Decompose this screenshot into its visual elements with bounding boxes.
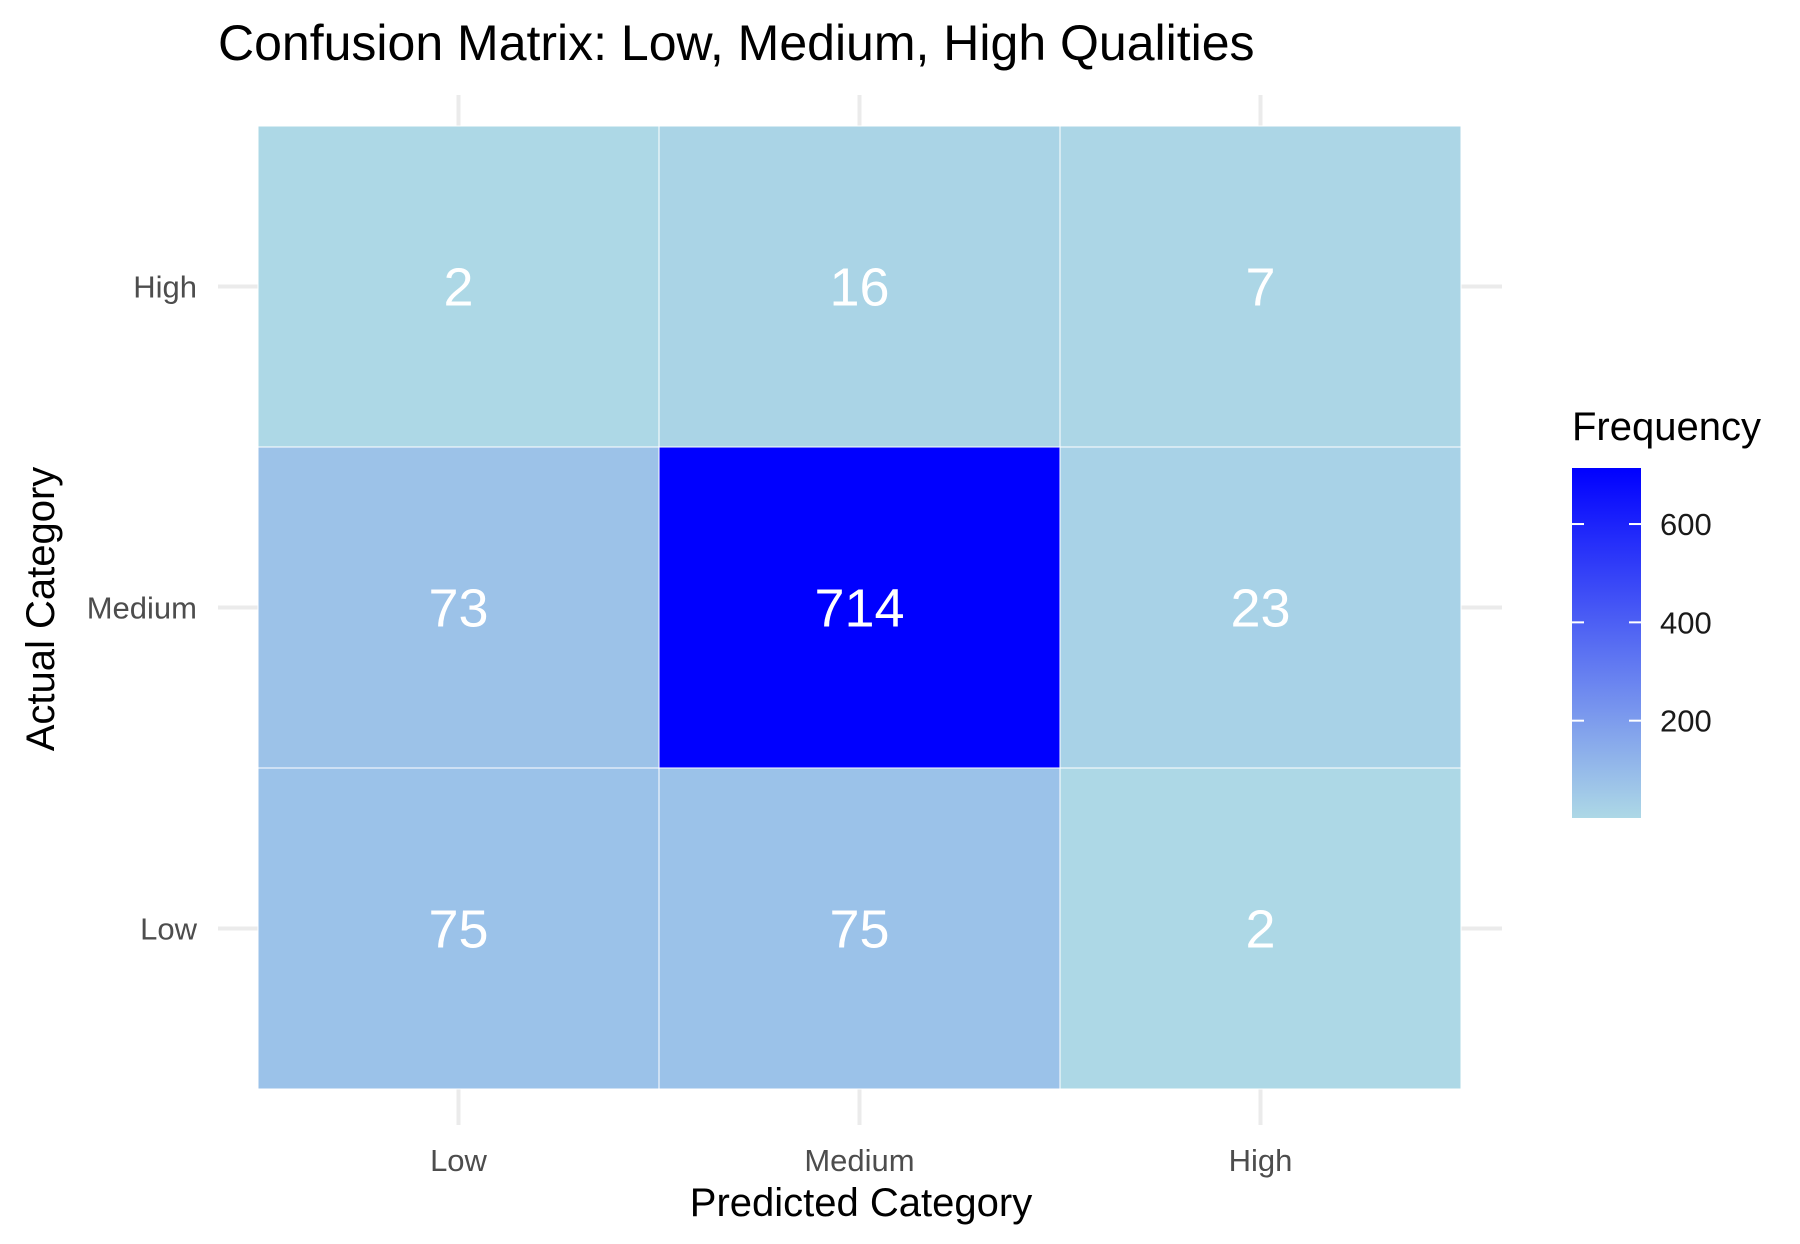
legend-colorbar <box>1572 468 1641 818</box>
x-tick-label: Low <box>430 1143 487 1178</box>
y-tick-label: High <box>133 270 197 305</box>
legend-title: Frequency <box>1572 405 1761 449</box>
heatmap-cell: 7 <box>1059 125 1462 448</box>
heatmap-cell: 2 <box>1059 767 1462 1090</box>
legend-ticks: 200 400 600 <box>1572 507 1712 739</box>
cell-value-label: 2 <box>1245 900 1275 960</box>
axis-layer: Low Medium High Low Medium High <box>87 270 1293 1179</box>
heatmap-cell: 23 <box>1059 446 1462 769</box>
cell-rect <box>257 767 660 1090</box>
cell-value-label: 714 <box>814 579 904 639</box>
cell-rect <box>1059 125 1462 448</box>
y-tick-label: Medium <box>87 591 197 626</box>
chart-title: Confusion Matrix: Low, Medium, High Qual… <box>218 15 1255 71</box>
cell-rect <box>658 125 1061 448</box>
x-tick-label: Medium <box>804 1143 914 1178</box>
cell-value-label: 73 <box>428 579 488 639</box>
heatmap-cell: 75 <box>658 767 1061 1090</box>
cell-value-label: 2 <box>443 258 473 318</box>
x-axis-title: Predicted Category <box>690 1181 1032 1225</box>
cell-value-label: 75 <box>829 900 889 960</box>
y-tick-label: Low <box>140 912 197 947</box>
cell-rect <box>658 767 1061 1090</box>
heatmap-cell: 73 <box>257 446 660 769</box>
heatmap-cells: 75 75 2 73 714 23 2 16 7 <box>257 125 1462 1090</box>
heatmap-cell: 75 <box>257 767 660 1090</box>
legend-tick-label: 200 <box>1660 704 1712 739</box>
cell-value-label: 23 <box>1230 579 1290 639</box>
y-axis-title: Actual Category <box>19 467 63 752</box>
heatmap-cell: 2 <box>257 125 660 448</box>
x-tick-label: High <box>1229 1143 1293 1178</box>
heatmap-cell: 714 <box>658 446 1061 769</box>
cell-rect <box>257 125 660 448</box>
legend-tick-label: 400 <box>1660 605 1712 640</box>
legend-tick-label: 600 <box>1660 507 1712 542</box>
cell-value-label: 7 <box>1245 258 1275 318</box>
cell-value-label: 16 <box>829 258 889 318</box>
legend: Frequency 200 400 600 <box>1572 405 1761 818</box>
cell-rect <box>658 446 1061 769</box>
cell-value-label: 75 <box>428 900 488 960</box>
cell-rect <box>1059 446 1462 769</box>
cell-rect <box>1059 767 1462 1090</box>
heatmap-cell: 16 <box>658 125 1061 448</box>
